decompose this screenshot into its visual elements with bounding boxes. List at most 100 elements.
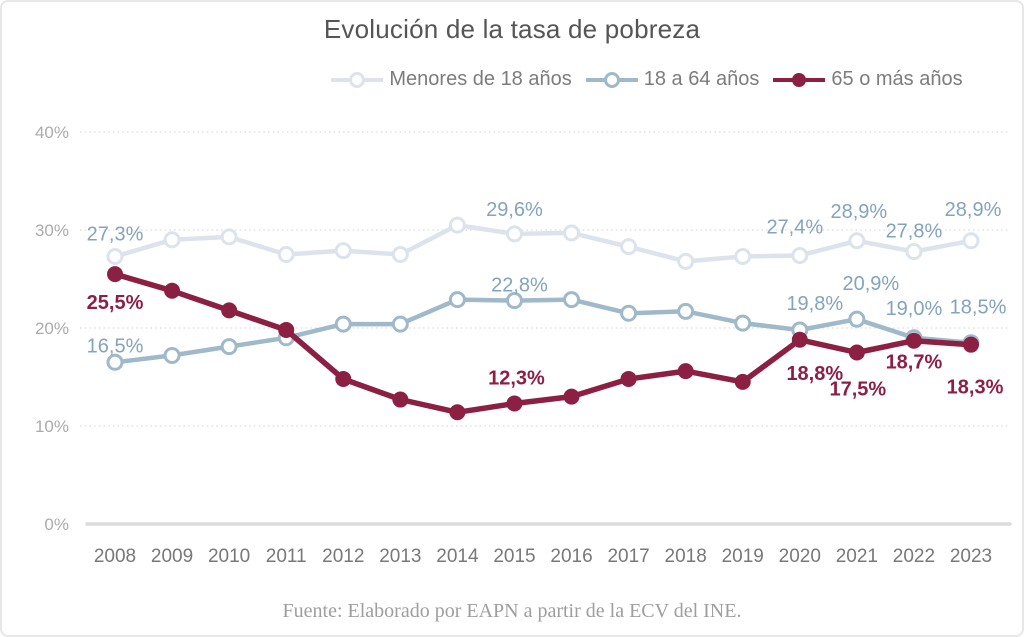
data-point-menores-de-18-anos-2014 xyxy=(448,216,466,234)
data-point-65-o-mas-anos-2020 xyxy=(791,331,808,348)
data-point-65-o-mas-anos-2023 xyxy=(963,336,979,353)
data-point-65-o-mas-anos-2013 xyxy=(392,391,409,408)
y-axis-label-0: 0% xyxy=(44,515,69,534)
series-line-menores-de-18-anos xyxy=(112,222,974,264)
data-label-65-o-mas-anos-2020: 18,8% xyxy=(786,363,843,385)
series-line-18-a-64-anos xyxy=(112,297,974,365)
data-point-menores-de-18-anos-2019 xyxy=(734,247,752,265)
x-axis-label-2017: 2017 xyxy=(607,546,649,567)
data-label-18-a-64-anos-2022: 19,0% xyxy=(886,298,943,320)
x-axis-label-2014: 2014 xyxy=(436,546,479,567)
data-point-65-o-mas-anos-2014 xyxy=(449,404,466,421)
data-point-18-a-64-anos-2018 xyxy=(677,302,695,320)
source-note: Fuente: Elaborado por EAPN a partir de l… xyxy=(282,600,742,622)
data-point-65-o-mas-anos-2019 xyxy=(734,373,751,390)
y-axis-label-10: 10% xyxy=(35,417,69,436)
x-axis-label-2022: 2022 xyxy=(893,546,935,567)
legend: Menores de 18 años 18 a 64 años 65 o más… xyxy=(2,68,1022,91)
data-point-18-a-64-anos-2017 xyxy=(620,304,638,322)
data-point-menores-de-18-anos-2009 xyxy=(163,231,181,249)
data-point-18-a-64-anos-2015 xyxy=(505,292,523,310)
data-point-18-a-64-anos-2008 xyxy=(106,353,124,371)
data-point-menores-de-18-anos-2015 xyxy=(505,225,523,243)
data-point-18-a-64-anos-2014 xyxy=(448,291,466,309)
series-line-65-o-mas-anos xyxy=(112,271,974,416)
data-label-menores-de-18-anos-2015: 29,6% xyxy=(486,199,543,221)
data-label-65-o-mas-anos-2008: 25,5% xyxy=(87,292,144,314)
data-label-menores-de-18-anos-2023: 28,9% xyxy=(945,199,1002,221)
data-point-65-o-mas-anos-2017 xyxy=(620,370,637,387)
line-marker-icon xyxy=(331,71,384,88)
x-axis-label-2012: 2012 xyxy=(322,546,364,567)
data-point-65-o-mas-anos-2011 xyxy=(278,321,295,338)
x-axis-label-2020: 2020 xyxy=(779,546,821,567)
data-point-65-o-mas-anos-2015 xyxy=(506,395,523,412)
data-point-65-o-mas-anos-2010 xyxy=(221,302,238,319)
legend-item-18-a-64: 18 a 64 años xyxy=(585,68,760,91)
data-point-18-a-64-anos-2010 xyxy=(220,338,238,356)
data-label-menores-de-18-anos-2020: 27,4% xyxy=(766,216,823,238)
x-axis-label-2018: 2018 xyxy=(665,546,707,567)
data-label-65-o-mas-anos-2023: 18,3% xyxy=(947,377,1004,399)
data-point-18-a-64-anos-2013 xyxy=(391,315,409,333)
legend-item-65-o-mas: 65 o más años xyxy=(773,68,963,91)
data-point-65-o-mas-anos-2021 xyxy=(848,344,865,361)
data-label-18-a-64-anos-2021: 20,9% xyxy=(843,273,900,295)
x-axis-label-2008: 2008 xyxy=(94,546,136,567)
y-axis-label-40: 40% xyxy=(35,123,69,142)
data-point-menores-de-18-anos-2020 xyxy=(791,246,809,264)
x-axis-label-2023: 2023 xyxy=(950,546,992,567)
data-point-18-a-64-anos-2016 xyxy=(563,291,581,309)
data-label-65-o-mas-anos-2022: 18,7% xyxy=(886,352,943,374)
data-point-65-o-mas-anos-2008 xyxy=(107,266,123,283)
data-point-menores-de-18-anos-2008 xyxy=(106,247,124,265)
data-label-18-a-64-anos-2023: 18,5% xyxy=(950,297,1007,319)
data-label-menores-de-18-anos-2021: 28,9% xyxy=(831,201,888,223)
data-point-menores-de-18-anos-2012 xyxy=(334,242,352,260)
data-label-menores-de-18-anos-2008: 27,3% xyxy=(87,223,144,245)
legend-item-label: Menores de 18 años xyxy=(389,68,572,90)
data-point-65-o-mas-anos-2009 xyxy=(164,282,181,299)
chart-title: Evolución de la tasa de pobreza xyxy=(323,14,701,44)
legend-item-label: 18 a 64 años xyxy=(643,68,760,90)
data-point-menores-de-18-anos-2016 xyxy=(563,224,581,242)
data-label-menores-de-18-anos-2022: 27,8% xyxy=(886,221,943,243)
line-marker-icon xyxy=(585,71,638,88)
line-marker-icon xyxy=(773,72,826,87)
x-axis-label-2019: 2019 xyxy=(722,546,764,567)
data-point-menores-de-18-anos-2011 xyxy=(277,246,295,263)
data-point-menores-de-18-anos-2017 xyxy=(620,238,638,256)
data-label-18-a-64-anos-2020: 19,8% xyxy=(786,293,843,315)
data-point-18-a-64-anos-2021 xyxy=(848,310,866,328)
legend-item-menores-de-18: Menores de 18 años xyxy=(331,68,572,91)
x-axis-label-2021: 2021 xyxy=(836,546,878,567)
data-point-menores-de-18-anos-2021 xyxy=(848,232,866,250)
data-label-18-a-64-anos-2008: 16,5% xyxy=(87,335,144,357)
data-point-menores-de-18-anos-2013 xyxy=(391,246,409,263)
x-axis-label-2016: 2016 xyxy=(550,546,592,567)
data-label-65-o-mas-anos-2021: 17,5% xyxy=(830,379,887,401)
data-point-menores-de-18-anos-2022 xyxy=(905,243,923,261)
data-point-65-o-mas-anos-2018 xyxy=(677,363,694,380)
data-point-18-a-64-anos-2009 xyxy=(163,346,181,364)
data-label-65-o-mas-anos-2015: 12,3% xyxy=(488,367,545,389)
legend-item-label: 65 o más años xyxy=(831,68,963,90)
data-point-18-a-64-anos-2019 xyxy=(734,314,752,332)
x-axis-label-2015: 2015 xyxy=(493,546,535,567)
x-axis-label-2009: 2009 xyxy=(151,546,193,567)
data-point-65-o-mas-anos-2012 xyxy=(335,370,352,387)
data-point-menores-de-18-anos-2018 xyxy=(677,252,695,270)
y-axis-label-20: 20% xyxy=(35,319,69,338)
x-axis-label-2010: 2010 xyxy=(208,546,250,567)
y-axis-label-30: 30% xyxy=(35,221,69,240)
data-point-65-o-mas-anos-2022 xyxy=(905,332,922,349)
data-point-menores-de-18-anos-2010 xyxy=(220,228,238,246)
x-axis-label-2013: 2013 xyxy=(379,546,421,567)
data-label-18-a-64-anos-2015: 22,8% xyxy=(491,275,548,297)
x-axis-label-2011: 2011 xyxy=(266,546,307,567)
data-point-65-o-mas-anos-2016 xyxy=(563,388,580,405)
data-point-18-a-64-anos-2012 xyxy=(334,315,352,333)
data-point-menores-de-18-anos-2023 xyxy=(962,232,980,250)
